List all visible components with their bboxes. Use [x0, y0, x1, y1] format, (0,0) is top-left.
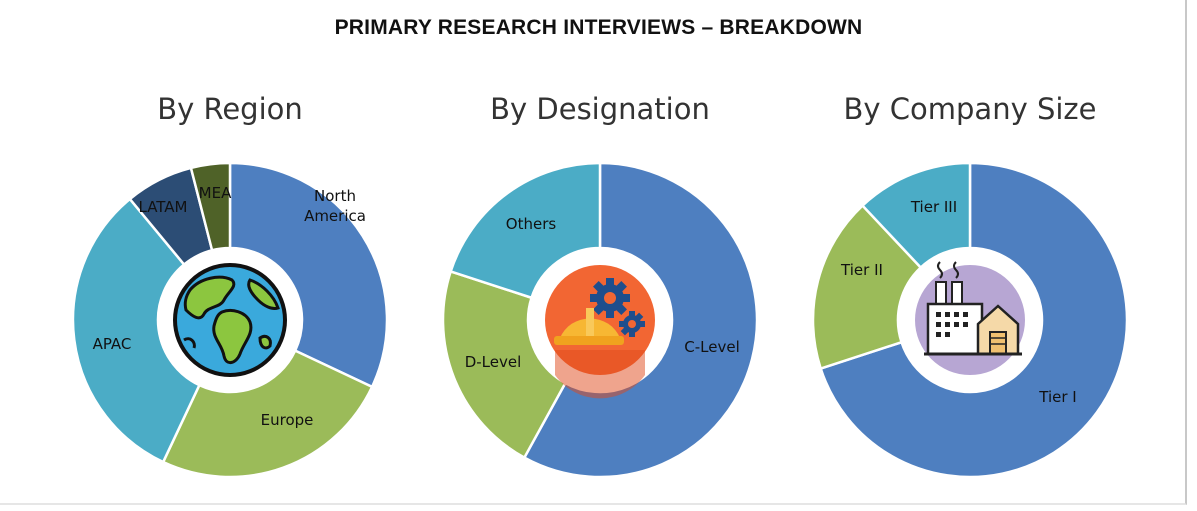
label-latam: LATAM: [139, 198, 188, 216]
label-europe: Europe: [261, 411, 314, 429]
slice-c-level: [522, 161, 759, 479]
slice-mea: [189, 161, 232, 252]
slice-apac: [71, 197, 202, 464]
slice-europe: [161, 348, 374, 479]
donut-region: [71, 161, 389, 479]
slice-tier-iii: [860, 161, 972, 270]
hardhat-gears-icon: [536, 256, 664, 399]
chart-title-designation: By Designation: [490, 92, 710, 126]
label-c-level: C-Level: [684, 338, 739, 356]
label-mea: MEA: [199, 184, 232, 202]
slice-others: [449, 161, 602, 300]
donut-company-size: [811, 161, 1129, 479]
page-title: PRIMARY RESEARCH INTERVIEWS – BREAKDOWN: [334, 16, 863, 39]
label-d-level: D-Level: [465, 353, 522, 371]
slice-north-america: [228, 161, 389, 389]
label-tier-ii: Tier II: [840, 261, 883, 279]
chart-title-region: By Region: [157, 92, 303, 126]
label-tier-i: Tier I: [1038, 388, 1076, 406]
chart-title-company-size: By Company Size: [843, 92, 1097, 126]
slice-tier-i: [819, 161, 1129, 479]
label-others: Others: [506, 215, 557, 233]
slice-d-level: [441, 269, 568, 460]
slice-labels: North America Europe APAC LATAM MEA C-Level D-L…: [93, 184, 1077, 429]
factory-icon: [906, 256, 1034, 384]
globe-icon: [166, 256, 294, 384]
donut-designation: [441, 161, 759, 479]
label-tier-iii: Tier III: [910, 198, 957, 216]
label-apac: APAC: [93, 335, 132, 353]
label-north-america: North America: [304, 187, 366, 225]
slice-tier-ii: [811, 203, 923, 371]
